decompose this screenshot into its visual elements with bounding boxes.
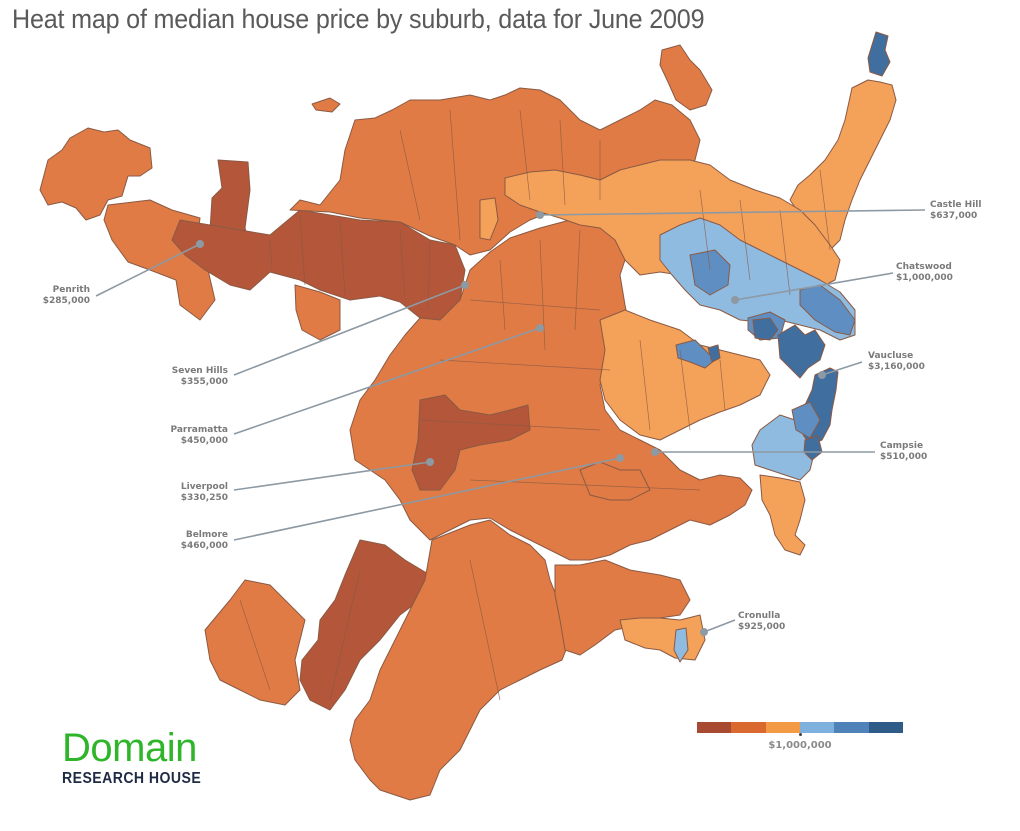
legend-color-bar xyxy=(697,722,903,733)
region-holsworthy xyxy=(349,519,571,801)
callout-price: $637,000 xyxy=(930,211,978,221)
callout-campsie: Campsie $510,000 xyxy=(880,441,927,463)
region-camden xyxy=(204,579,306,706)
callout-price: $510,000 xyxy=(880,452,928,462)
legend-bin-1 xyxy=(697,722,732,733)
callout-suburb: Seven Hills xyxy=(171,366,228,376)
callout-price: $460,000 xyxy=(180,541,228,551)
callout-price: $355,000 xyxy=(180,377,228,387)
callout-price: $925,000 xyxy=(738,622,786,632)
region-hills-district xyxy=(289,87,701,256)
callout-suburb: Belmore xyxy=(185,530,228,540)
legend-bin-6 xyxy=(868,722,903,733)
callout-chatswood: Chatswood $1,000,000 xyxy=(896,262,953,284)
callout-suburb: Cronulla xyxy=(738,611,781,621)
callout-price: $285,000 xyxy=(42,296,90,306)
callout-suburb: Chatswood xyxy=(896,262,952,272)
callout-belmore: Belmore $460,000 xyxy=(150,530,228,552)
callout-price: $1,000,000 xyxy=(896,273,953,283)
region-blue-mountains xyxy=(39,127,153,221)
legend-bin-4 xyxy=(799,722,835,733)
legend-midpoint-tick xyxy=(799,733,802,736)
region-maroubra xyxy=(759,474,806,556)
region-cronulla xyxy=(619,614,706,661)
region-chatswood xyxy=(689,249,731,296)
legend-bin-2 xyxy=(731,722,766,733)
legend-bin-5 xyxy=(834,722,869,733)
logo-wordmark: Domain xyxy=(62,726,197,770)
callout-castle-hill: Castle Hill $637,000 xyxy=(930,200,981,222)
region-northern-beaches xyxy=(789,79,897,251)
callout-parramatta: Parramatta $450,000 xyxy=(150,425,228,447)
callout-suburb: Penrith xyxy=(52,285,90,295)
callout-suburb: Parramatta xyxy=(170,425,228,435)
callout-seven-hills: Seven Hills $355,000 xyxy=(150,366,228,388)
region-palm-beach xyxy=(867,31,891,77)
region-liverpool xyxy=(411,394,531,491)
callout-price: $3,160,000 xyxy=(868,362,925,372)
callout-price: $330,250 xyxy=(180,493,228,503)
callout-suburb: Vaucluse xyxy=(868,351,914,361)
region-inner-west xyxy=(599,309,771,441)
region-mosman xyxy=(777,324,826,379)
callout-penrith: Penrith $285,000 xyxy=(30,285,90,307)
callout-liverpool: Liverpool $330,250 xyxy=(150,482,228,504)
logo-subtitle: RESEARCH HOUSE xyxy=(62,770,202,787)
color-legend: $1,000,000 xyxy=(697,722,903,751)
callout-suburb: Castle Hill xyxy=(930,200,982,210)
callout-price: $450,000 xyxy=(180,436,228,446)
callout-cronulla: Cronulla $925,000 xyxy=(738,611,785,633)
domain-logo: Domain RESEARCH HOUSE xyxy=(62,728,220,788)
legend-midpoint-label: $1,000,000 xyxy=(768,740,832,751)
callout-suburb: Liverpool xyxy=(180,482,228,492)
callout-vaucluse: Vaucluse $3,160,000 xyxy=(868,351,925,373)
callout-suburb: Campsie xyxy=(880,441,924,451)
legend-bin-3 xyxy=(765,722,800,733)
map-title: Heat map of median house price by suburb… xyxy=(12,4,705,34)
